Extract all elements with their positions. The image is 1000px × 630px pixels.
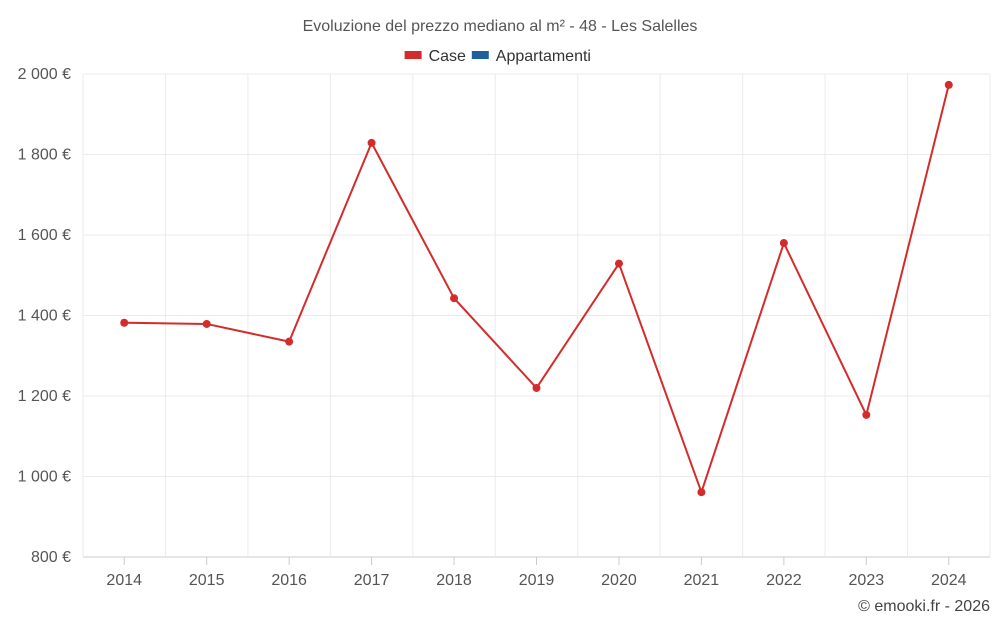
y-tick-label: 800 € [31, 549, 71, 566]
y-tick-label: 1 600 € [18, 227, 71, 244]
y-tick-label: 2 000 € [18, 66, 71, 83]
data-point [862, 410, 871, 419]
x-tick-label: 2022 [766, 572, 802, 589]
y-tick-label: 1 200 € [18, 388, 71, 405]
x-tick-label: 2021 [684, 572, 720, 589]
legend: Case Appartamenti [404, 48, 591, 65]
x-tick-label: 2020 [601, 572, 637, 589]
legend-item-case[interactable]: Case [404, 48, 466, 65]
data-point [614, 259, 623, 268]
credit-text: © emooki.fr - 2026 [858, 598, 990, 615]
x-tick-label: 2015 [189, 572, 225, 589]
data-point [532, 383, 541, 392]
axes: 800 € 1 000 € 1 200 € 1 400 € 1 600 € 1 800 €… [18, 66, 967, 589]
x-tick-label: 2019 [519, 572, 555, 589]
data-point [285, 337, 294, 346]
legend-swatch [471, 51, 489, 59]
legend-label: Case [429, 48, 466, 65]
x-tick-label: 2017 [354, 572, 390, 589]
y-tick-label: 1 000 € [18, 469, 71, 486]
legend-swatch [404, 51, 422, 59]
x-tick-label: 2024 [931, 572, 967, 589]
y-tick-label: 1 400 € [18, 308, 71, 325]
x-tick-label: 2023 [849, 572, 885, 589]
data-point [450, 294, 459, 303]
x-tick-label: 2014 [106, 572, 142, 589]
grid [82, 73, 991, 558]
data-point [120, 318, 129, 327]
data-point [779, 239, 788, 248]
data-point [367, 138, 376, 147]
data-point [697, 488, 706, 497]
series-layer [120, 80, 953, 497]
chart-title: Evoluzione del prezzo mediano al m² - 48… [303, 18, 698, 35]
x-tick-label: 2018 [436, 572, 472, 589]
legend-label: Appartamenti [496, 48, 591, 65]
data-point [944, 80, 953, 89]
data-point [202, 319, 211, 328]
legend-item-appartamenti[interactable]: Appartamenti [471, 48, 591, 65]
y-tick-label: 1 800 € [18, 147, 71, 164]
x-tick-label: 2016 [271, 572, 307, 589]
